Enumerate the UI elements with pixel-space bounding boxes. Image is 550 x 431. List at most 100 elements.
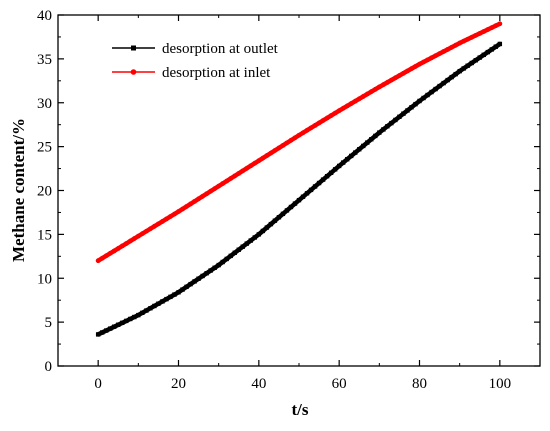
- data-point: [160, 299, 165, 304]
- data-point: [160, 218, 165, 224]
- y-tick-label: 0: [45, 359, 53, 375]
- data-point: [204, 271, 209, 276]
- data-point: [228, 176, 234, 181]
- data-point: [192, 279, 197, 284]
- data-point: [380, 82, 386, 88]
- data-point: [320, 118, 326, 123]
- data-point: [139, 231, 145, 237]
- data-point: [156, 301, 161, 306]
- data-point: [196, 196, 201, 202]
- data-point: [95, 258, 101, 264]
- data-point: [344, 103, 350, 109]
- data-point: [260, 228, 266, 234]
- data-point: [413, 101, 418, 107]
- data-point: [324, 115, 330, 121]
- data-point: [461, 38, 467, 44]
- x-tick-label: 20: [171, 376, 186, 392]
- data-point: [95, 332, 101, 337]
- data-point: [124, 318, 129, 324]
- y-tick-label: 10: [37, 271, 52, 287]
- data-point: [340, 105, 346, 111]
- data-point: [417, 98, 422, 104]
- data-point: [196, 276, 201, 281]
- data-point: [409, 105, 414, 110]
- data-point: [168, 294, 173, 300]
- data-point: [308, 125, 314, 131]
- data-point: [365, 140, 370, 145]
- data-point: [449, 74, 454, 80]
- data-point: [413, 64, 418, 69]
- data-point: [276, 145, 282, 151]
- data-point: [481, 29, 487, 34]
- data-point: [220, 181, 226, 186]
- data-point: [252, 160, 258, 166]
- data-point: [401, 111, 406, 116]
- data-point: [260, 155, 266, 161]
- data-point: [148, 306, 153, 311]
- data-point: [485, 49, 490, 55]
- data-point: [244, 165, 250, 171]
- data-point: [445, 77, 450, 83]
- data-point: [99, 255, 105, 261]
- data-point: [164, 296, 169, 302]
- data-point: [385, 124, 390, 129]
- data-point: [268, 150, 274, 156]
- data-point: [304, 191, 310, 196]
- data-point: [421, 95, 426, 101]
- data-point: [184, 284, 189, 290]
- data-point: [376, 84, 382, 90]
- data-point: [433, 53, 438, 59]
- data-point: [115, 246, 121, 251]
- data-point: [212, 186, 218, 192]
- legend: desorption at outlet desorption at inlet: [112, 41, 279, 81]
- data-point: [353, 150, 358, 155]
- data-point: [405, 108, 410, 113]
- data-point: [107, 250, 113, 256]
- data-point: [312, 122, 318, 128]
- data-point: [453, 71, 458, 77]
- data-point: [112, 324, 117, 329]
- x-tick-label: 100: [489, 376, 512, 392]
- data-point: [393, 75, 398, 81]
- data-point: [441, 80, 446, 86]
- data-point: [240, 168, 246, 174]
- data-point: [328, 113, 334, 118]
- data-point: [429, 89, 434, 95]
- data-point: [103, 253, 109, 259]
- series-markers-desorption-at-inlet: [95, 21, 503, 264]
- data-point: [360, 94, 366, 99]
- y-axis-title: Methane content/%: [9, 118, 28, 262]
- data-point: [308, 187, 314, 193]
- data-point: [493, 44, 499, 49]
- data-point: [372, 86, 378, 92]
- data-point: [368, 89, 374, 95]
- series-layer: [95, 21, 503, 337]
- data-point: [364, 91, 370, 97]
- data-point: [188, 281, 193, 287]
- data-point: [176, 209, 181, 214]
- data-point: [288, 137, 294, 143]
- data-point: [272, 218, 278, 223]
- legend-marker: [130, 69, 137, 75]
- series-markers-desorption-at-outlet: [95, 41, 503, 337]
- data-point: [296, 132, 302, 138]
- data-point: [421, 59, 426, 65]
- x-tick-label: 40: [251, 376, 266, 392]
- data-point: [272, 148, 278, 153]
- data-point: [280, 211, 286, 217]
- data-point: [457, 68, 462, 74]
- data-point: [469, 34, 475, 40]
- data-point: [369, 137, 374, 142]
- data-point: [200, 273, 205, 279]
- data-point: [477, 31, 483, 36]
- data-point: [284, 140, 290, 146]
- data-point: [477, 55, 482, 60]
- data-point: [348, 101, 354, 106]
- data-point: [489, 47, 494, 52]
- data-point: [164, 216, 169, 222]
- data-point: [296, 197, 302, 203]
- data-point: [212, 265, 217, 271]
- data-point: [312, 184, 318, 189]
- data-point: [465, 36, 471, 42]
- data-point: [397, 73, 402, 78]
